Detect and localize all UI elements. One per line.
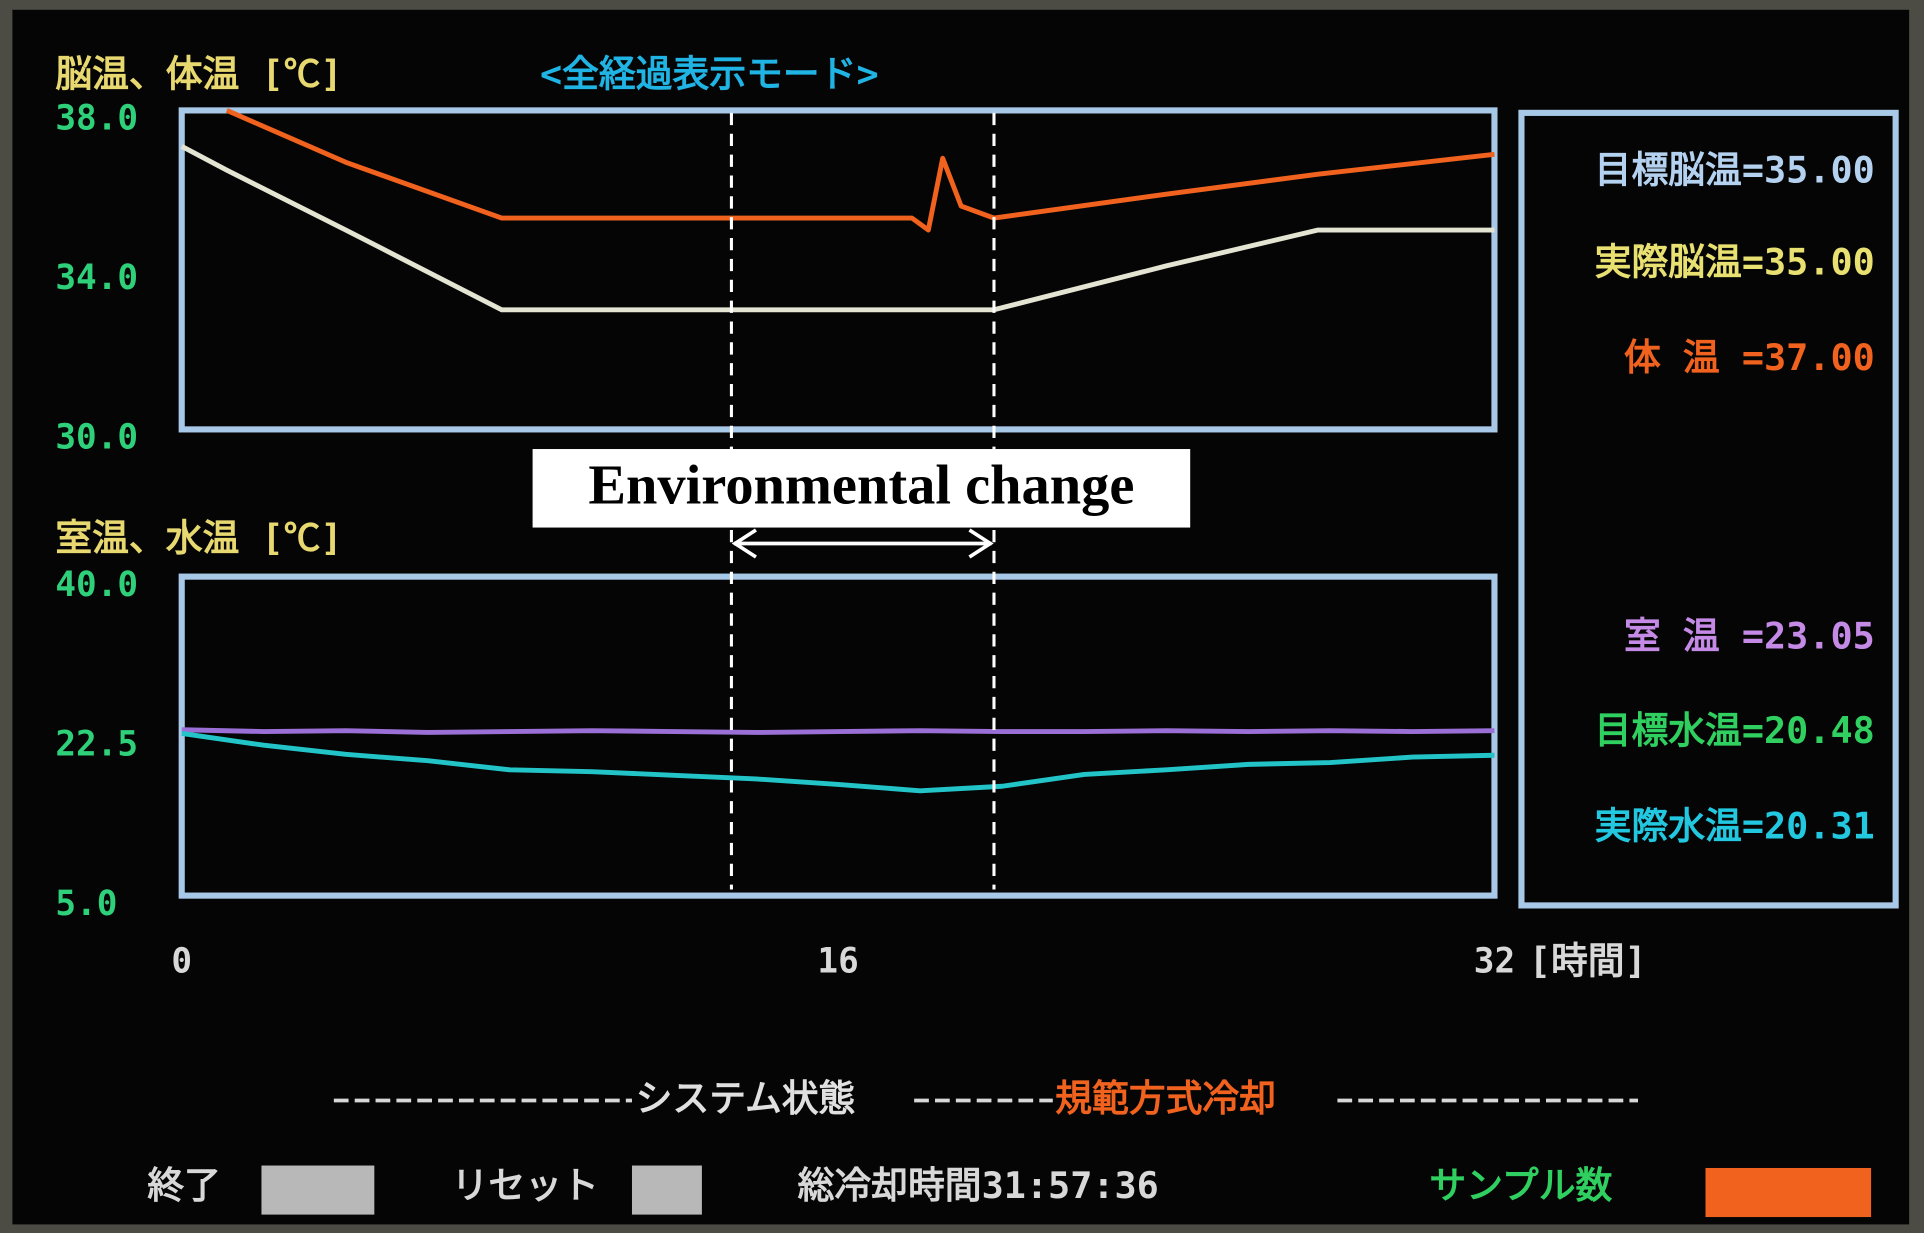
annotation-box [532,449,1191,528]
series-line [225,108,1495,233]
series-line [181,727,1495,735]
y-tick-label: 34.0 [55,258,138,298]
arrow-head [731,528,757,559]
x-axis-label: [時間] [1529,940,1647,983]
end-label: 終了 [147,1164,221,1207]
status-value: 規範方式冷却 [1055,1077,1276,1120]
y-tick-label: 40.0 [55,565,138,605]
readout: 体 温 =37.00 [1624,336,1875,379]
x-tick-label: 32 [1474,942,1515,982]
x-tick-label: 16 [817,942,858,982]
total-time: 総冷却時間31:57:36 [798,1164,1159,1207]
y-tick-label: 30.0 [55,418,138,458]
reset-button[interactable] [631,1165,702,1215]
y-tick-label: 22.5 [55,724,138,764]
reset-label: リセット [452,1164,599,1207]
end-button[interactable] [261,1165,375,1215]
readout: 目標脳温=35.00 [1595,148,1875,191]
readout: 目標水温=20.48 [1595,709,1875,752]
mode-title: <全経過表示モード> [540,53,879,96]
readout: 室 温 =23.05 [1624,614,1875,657]
screen [12,9,1910,1225]
series-line [180,144,1495,313]
x-tick-label: 0 [171,942,192,982]
readout: 実際脳温=35.00 [1595,240,1875,283]
y-tick-label: 5.0 [55,884,117,924]
y-tick-label: 38.0 [55,99,138,139]
sample-count-box [1705,1167,1872,1218]
upper-title: 脳温、体温 [℃] [55,53,342,96]
lower-plot-frame [178,573,1498,899]
readout: 実際水温=20.31 [1595,805,1875,848]
series-line [181,730,1495,794]
readout-panel [1518,109,1899,909]
arrow-head [968,528,994,559]
status-label: システム状態 [636,1077,856,1120]
upper-plot-frame [178,107,1498,433]
sample-label: サンプル数 [1429,1164,1612,1207]
annotation-text: Environmental change [588,455,1134,517]
lower-title: 室温、水温 [℃] [55,516,342,559]
